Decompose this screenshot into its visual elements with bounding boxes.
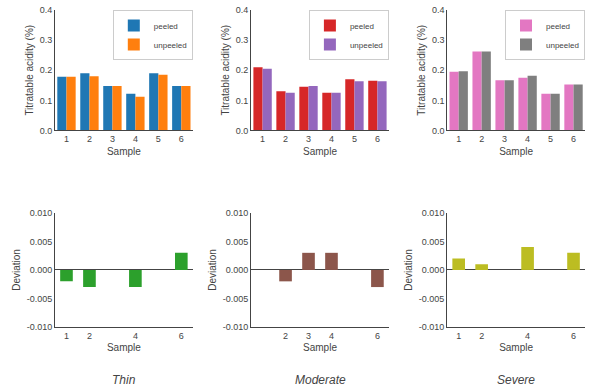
svg-text:1: 1 xyxy=(456,134,461,144)
svg-text:0.2: 0.2 xyxy=(236,65,249,75)
svg-text:5: 5 xyxy=(352,134,357,144)
svg-text:0.0: 0.0 xyxy=(432,126,445,136)
svg-text:6: 6 xyxy=(375,331,380,341)
svg-text:2: 2 xyxy=(479,134,484,144)
svg-text:peeled: peeled xyxy=(350,22,374,31)
svg-text:0.000: 0.000 xyxy=(226,265,249,275)
svg-text:unpeeled: unpeeled xyxy=(350,41,383,50)
svg-text:0.2: 0.2 xyxy=(432,65,445,75)
svg-text:0.4: 0.4 xyxy=(432,5,445,15)
svg-text:-0.010: -0.010 xyxy=(419,322,445,332)
svg-text:2: 2 xyxy=(479,331,484,341)
svg-text:0.005: 0.005 xyxy=(30,237,53,247)
svg-text:3: 3 xyxy=(306,134,311,144)
svg-text:1: 1 xyxy=(64,134,69,144)
svg-text:0.1: 0.1 xyxy=(432,96,445,106)
svg-text:0.3: 0.3 xyxy=(236,35,249,45)
svg-text:0.005: 0.005 xyxy=(422,237,445,247)
svg-text:5: 5 xyxy=(156,134,161,144)
svg-text:4: 4 xyxy=(133,331,138,341)
svg-text:5: 5 xyxy=(548,134,553,144)
svg-text:4: 4 xyxy=(133,134,138,144)
svg-text:Sample: Sample xyxy=(107,342,141,353)
svg-text:0.005: 0.005 xyxy=(226,237,249,247)
svg-text:Sample: Sample xyxy=(499,146,533,157)
svg-text:-0.010: -0.010 xyxy=(27,322,53,332)
svg-text:peeled: peeled xyxy=(546,22,570,31)
svg-text:4: 4 xyxy=(329,331,334,341)
svg-text:2: 2 xyxy=(283,331,288,341)
svg-text:4: 4 xyxy=(525,134,530,144)
svg-text:0.4: 0.4 xyxy=(40,5,53,15)
svg-text:2: 2 xyxy=(87,134,92,144)
svg-text:peeled: peeled xyxy=(154,22,178,31)
svg-text:unpeeled: unpeeled xyxy=(154,41,187,50)
svg-text:2: 2 xyxy=(283,134,288,144)
svg-text:1: 1 xyxy=(64,331,69,341)
svg-text:0.1: 0.1 xyxy=(40,96,53,106)
svg-text:1: 1 xyxy=(260,134,265,144)
svg-text:3: 3 xyxy=(110,134,115,144)
svg-text:0.000: 0.000 xyxy=(422,265,445,275)
svg-text:Titratable acidity (%): Titratable acidity (%) xyxy=(220,25,231,116)
svg-text:0.0: 0.0 xyxy=(236,126,249,136)
svg-text:1: 1 xyxy=(456,331,461,341)
svg-text:6: 6 xyxy=(179,134,184,144)
svg-text:Deviation: Deviation xyxy=(207,249,218,291)
svg-text:Sample: Sample xyxy=(303,342,337,353)
svg-text:Titratable acidity (%): Titratable acidity (%) xyxy=(416,25,427,116)
svg-text:0.010: 0.010 xyxy=(30,208,53,218)
svg-text:-0.005: -0.005 xyxy=(419,294,445,304)
svg-text:-0.010: -0.010 xyxy=(223,322,249,332)
svg-text:Severe: Severe xyxy=(497,373,535,387)
svg-text:Deviation: Deviation xyxy=(403,249,414,291)
svg-text:unpeeled: unpeeled xyxy=(546,41,579,50)
svg-text:Sample: Sample xyxy=(499,342,533,353)
svg-text:-0.005: -0.005 xyxy=(223,294,249,304)
svg-text:Deviation: Deviation xyxy=(11,249,22,291)
svg-text:0.1: 0.1 xyxy=(236,96,249,106)
svg-text:6: 6 xyxy=(571,331,576,341)
svg-text:3: 3 xyxy=(502,134,507,144)
svg-text:0.3: 0.3 xyxy=(40,35,53,45)
svg-text:0.2: 0.2 xyxy=(40,65,53,75)
svg-text:6: 6 xyxy=(571,134,576,144)
svg-text:2: 2 xyxy=(87,331,92,341)
svg-text:Sample: Sample xyxy=(303,146,337,157)
svg-text:0.3: 0.3 xyxy=(432,35,445,45)
svg-text:0.0: 0.0 xyxy=(40,126,53,136)
svg-text:Thin: Thin xyxy=(112,373,136,387)
svg-text:0.010: 0.010 xyxy=(422,208,445,218)
svg-text:3: 3 xyxy=(306,331,311,341)
svg-text:4: 4 xyxy=(525,331,530,341)
svg-text:6: 6 xyxy=(179,331,184,341)
svg-text:Titratable acidity (%): Titratable acidity (%) xyxy=(24,25,35,116)
svg-text:-0.005: -0.005 xyxy=(27,294,53,304)
svg-text:4: 4 xyxy=(329,134,334,144)
svg-text:0.4: 0.4 xyxy=(236,5,249,15)
svg-text:Moderate: Moderate xyxy=(295,373,346,387)
svg-text:0.010: 0.010 xyxy=(226,208,249,218)
svg-text:6: 6 xyxy=(375,134,380,144)
svg-text:Sample: Sample xyxy=(107,146,141,157)
svg-text:0.000: 0.000 xyxy=(30,265,53,275)
